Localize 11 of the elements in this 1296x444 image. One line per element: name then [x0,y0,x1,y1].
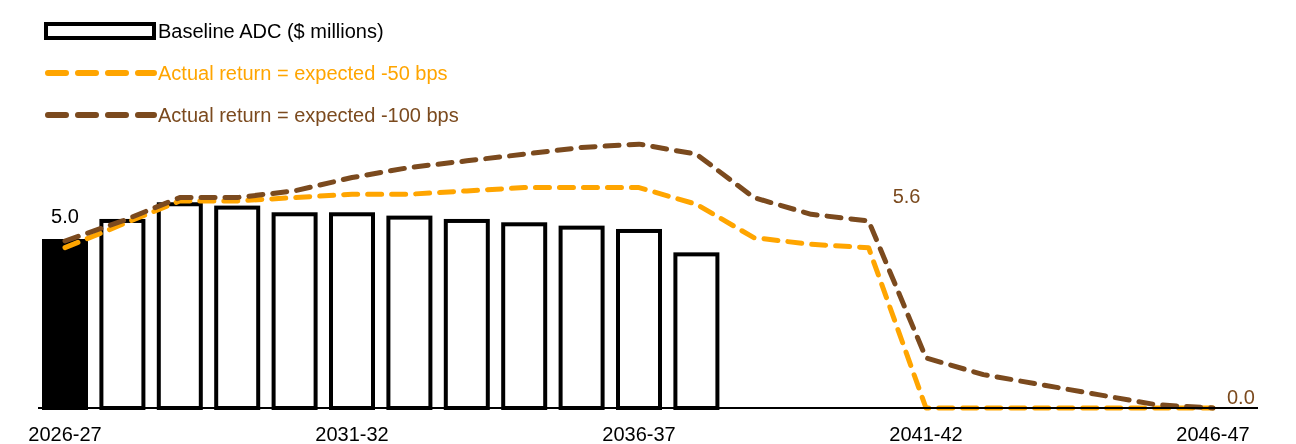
series-label: Actual return = expected -100 bps [158,104,459,126]
x-tick-label: 2046-47 [1176,423,1250,444]
x-tick-label: 2036-37 [602,423,676,444]
x-tick-label: 2031-32 [315,423,389,444]
x-tick-label: 2041-42 [889,423,963,444]
x-tick-label: 2026-27 [28,423,102,444]
text: Actual return = expected -50 bps [158,62,448,84]
data-label: 5.0 [51,205,79,227]
text: Baseline ADC ($ millions) [158,20,384,42]
data-label: 5.6 [892,184,921,207]
data-label: 0.0 [1227,386,1255,408]
